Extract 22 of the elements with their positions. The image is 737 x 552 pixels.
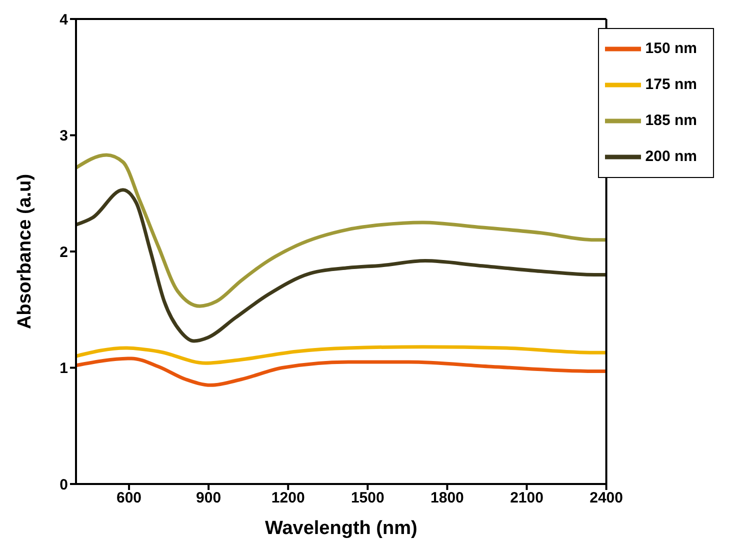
legend-label: 175 nm <box>645 76 697 94</box>
x-axis-title: Wavelength (nm) <box>264 518 418 539</box>
y-axis-title: Absorbance (a.u) <box>14 174 36 330</box>
x-tick-label: 1200 <box>271 490 305 507</box>
legend-label: 185 nm <box>645 112 697 130</box>
line-series <box>76 188 606 343</box>
x-tick-label: 2400 <box>590 490 623 507</box>
x-tick-label: 1500 <box>350 490 384 507</box>
x-tick-label: 900 <box>196 490 222 507</box>
line-series <box>76 356 606 387</box>
legend-label: 200 nm <box>645 148 697 166</box>
x-tick-label: 1800 <box>430 490 464 507</box>
legend-label: 150 nm <box>645 40 697 58</box>
x-tick-label: 2100 <box>510 490 544 507</box>
line-series <box>76 153 606 308</box>
x-tick-label: 600 <box>116 490 142 507</box>
y-tick-label: 2 <box>60 244 68 261</box>
y-tick-label: 4 <box>60 11 69 28</box>
y-tick-label: 0 <box>60 476 68 494</box>
y-tick-label: 3 <box>60 128 68 145</box>
y-tick-label: 1 <box>60 360 68 378</box>
line-series <box>76 345 606 365</box>
